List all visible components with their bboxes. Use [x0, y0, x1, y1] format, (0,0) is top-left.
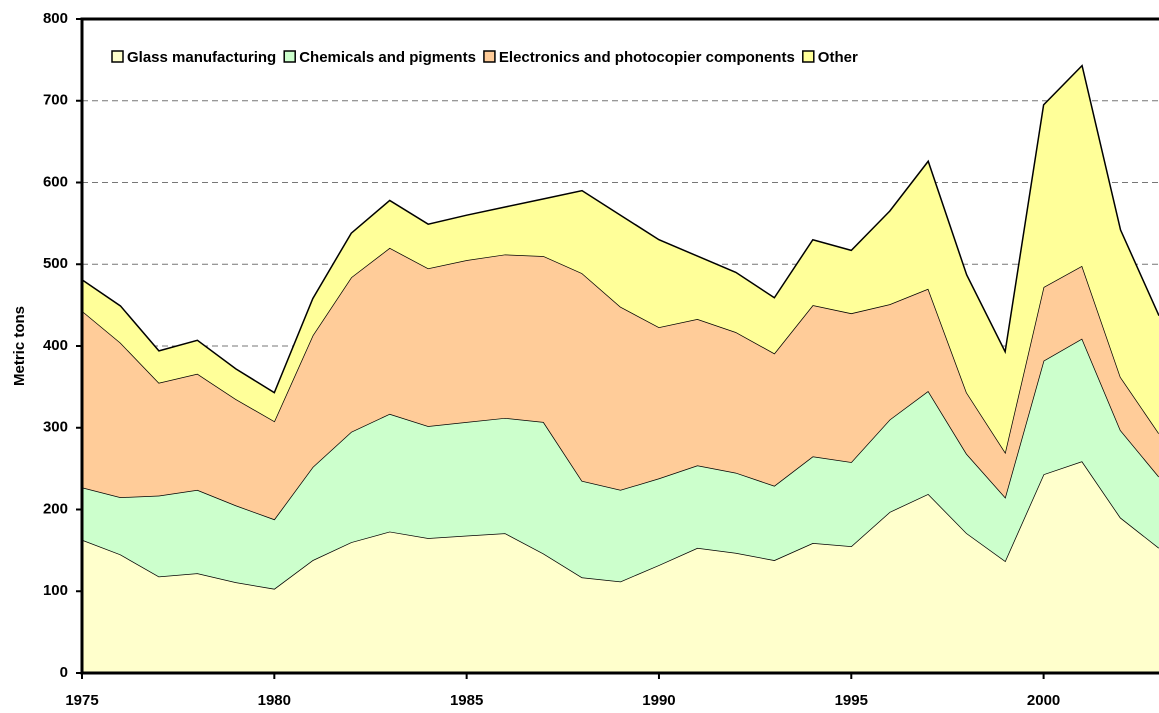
y-tick-label: 0	[60, 664, 68, 681]
y-axis-label: Metric tons	[11, 306, 28, 386]
x-tick-label: 1980	[258, 692, 291, 709]
y-tick-label: 600	[43, 173, 68, 190]
y-tick-label: 800	[43, 10, 68, 27]
area-fill	[82, 338, 1159, 589]
area-line	[81, 64, 1159, 394]
legend-swatch	[111, 50, 124, 63]
y-tick-label: 500	[43, 255, 68, 272]
x-tick-label: 2000	[1027, 692, 1060, 709]
legend-label: Electronics and photocopier components	[499, 49, 795, 66]
legend-swatch	[283, 50, 296, 63]
legend-label: Glass manufacturing	[127, 49, 276, 66]
x-tick-label: 1975	[65, 692, 98, 709]
legend-label: Chemicals and pigments	[299, 49, 476, 66]
y-tick-label: 300	[43, 419, 68, 436]
area-fill	[82, 65, 1159, 453]
x-tick-label: 1995	[835, 692, 868, 709]
legend-swatch	[483, 50, 496, 63]
x-tick-label: 1985	[450, 692, 483, 709]
axis-frame	[80, 17, 1159, 675]
y-tick-label: 700	[43, 92, 68, 109]
legend-swatch	[802, 50, 815, 63]
area-fill	[82, 461, 1159, 673]
x-tick-label: 1990	[642, 692, 675, 709]
y-tick-label: 400	[43, 337, 68, 354]
y-tick-label: 100	[43, 582, 68, 599]
area-fill	[82, 247, 1159, 520]
legend-label: Other	[818, 49, 858, 66]
y-tick-label: 200	[43, 500, 68, 517]
